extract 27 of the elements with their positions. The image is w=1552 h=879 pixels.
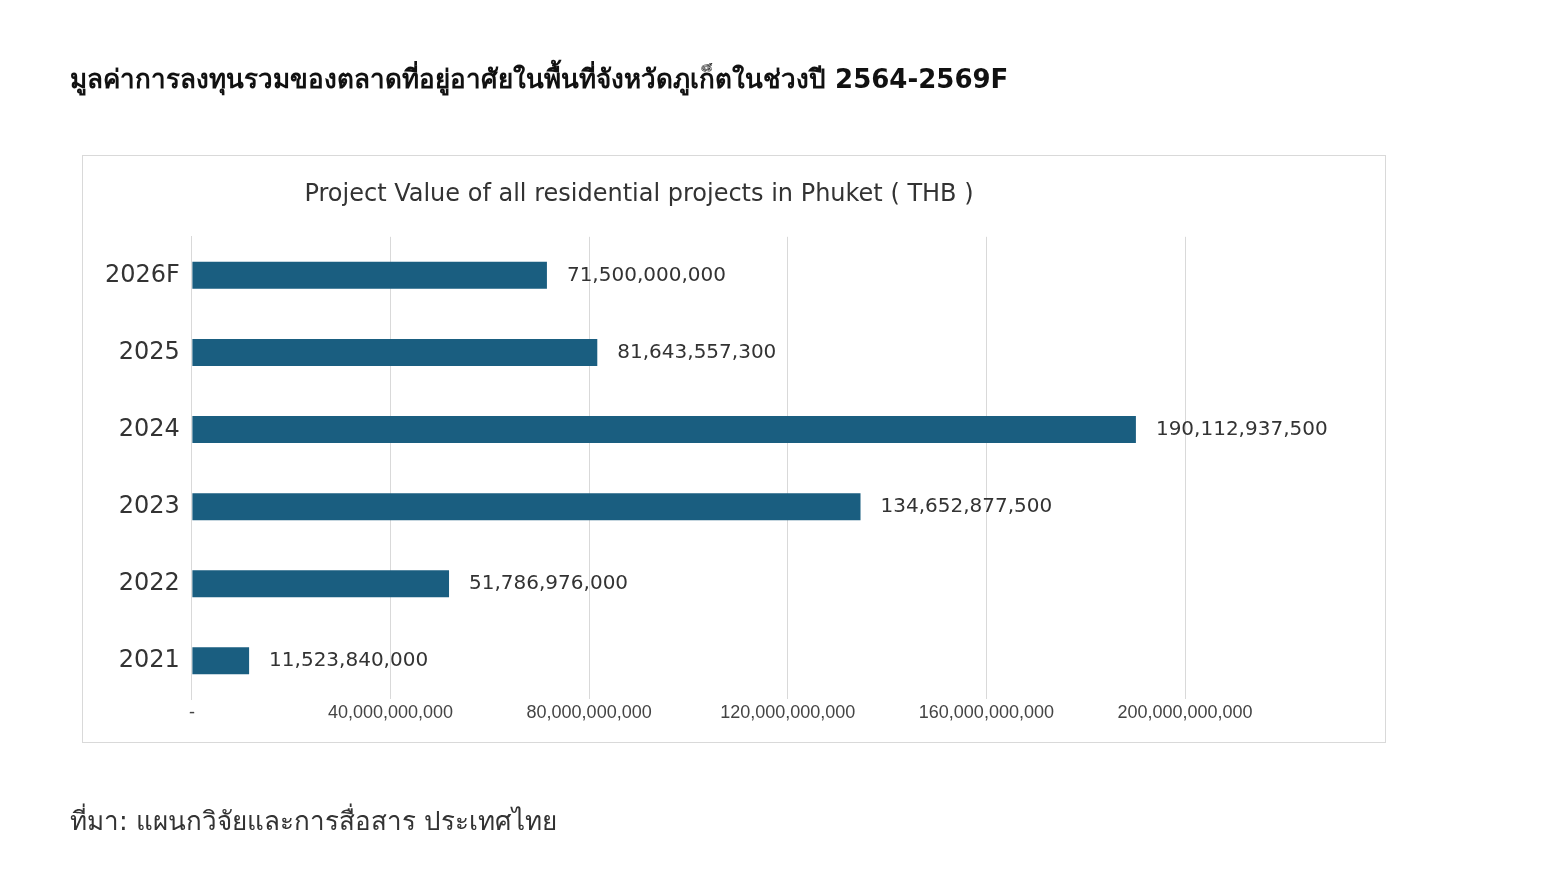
bar (192, 570, 450, 598)
data-label: 11,523,840,000 (269, 647, 429, 672)
bar (192, 647, 250, 675)
x-tick-label: 80,000,000,000 (526, 702, 652, 723)
chart-subtitle: Project Value of all residential projects in Phuket ( THB ) (304, 178, 974, 207)
bar (192, 493, 861, 521)
y-tick-label: 2023 (118, 490, 180, 519)
x-tick-label: - (188, 702, 195, 723)
data-label: 190,112,937,500 (1155, 415, 1328, 440)
data-label: 134,652,877,500 (880, 492, 1053, 517)
x-tick-label: 200,000,000,000 (1117, 702, 1253, 723)
bar (192, 261, 547, 289)
data-label: 51,786,976,000 (469, 569, 629, 594)
y-tick-label: 2026F (104, 259, 180, 288)
y-tick-label: 2021 (118, 645, 180, 674)
text: ที่มา: แผนกวิจัยและการสื่อสาร ประเทศไทย (70, 802, 558, 838)
y-tick-label: 2022 (118, 567, 180, 596)
x-tick-label: 40,000,000,000 (327, 702, 454, 723)
bar (192, 416, 1136, 444)
chart-title: มูลค่าการลงทุนรวมของตลาดที่อยู่อาศัยในพื้นที่จังหวัดภูเก็ตในช่วงปี 2564-2569F (70, 58, 1009, 98)
bar (192, 338, 598, 366)
data-label: 71,500,000,000 (566, 261, 726, 286)
data-label: 81,643,557,300 (617, 338, 777, 363)
x-tick-label: 120,000,000,000 (720, 702, 856, 723)
x-tick-label: 160,000,000,000 (918, 702, 1054, 723)
y-tick-label: 2025 (118, 336, 180, 365)
y-tick-label: 2024 (118, 413, 180, 442)
